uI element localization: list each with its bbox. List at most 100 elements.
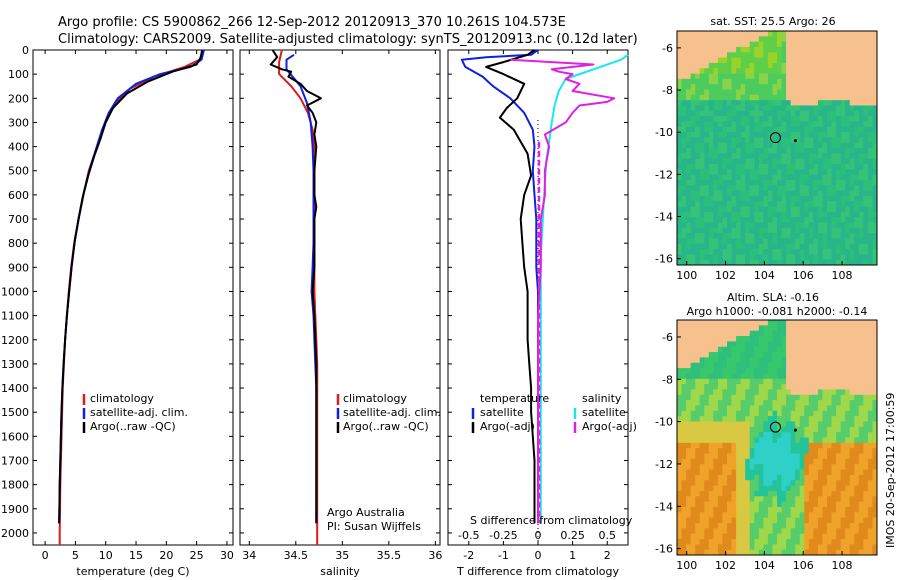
- map-cell: [754, 426, 760, 433]
- map-cell: [704, 100, 710, 106]
- map-cell: [863, 222, 869, 229]
- map-cell: [704, 432, 710, 438]
- map-cell: [727, 549, 732, 556]
- map-cell: [786, 68, 792, 74]
- map-cell: [708, 330, 714, 337]
- map-cell: [817, 416, 823, 422]
- map-cell: [740, 368, 746, 374]
- map-cell: [772, 195, 778, 202]
- map-cell: [822, 195, 828, 202]
- map-cell: [817, 410, 823, 417]
- map-cell: [699, 249, 705, 255]
- map-cell: [795, 211, 801, 218]
- map-cell: [858, 185, 864, 191]
- map-cell: [863, 448, 869, 454]
- map-cell: [772, 474, 778, 481]
- map-cell: [872, 512, 878, 519]
- map-cell: [804, 217, 810, 223]
- map-cell: [681, 126, 687, 133]
- map-cell: [854, 538, 860, 545]
- map-cell: [767, 522, 773, 529]
- map-cell: [777, 201, 782, 207]
- map-cell: [817, 320, 823, 326]
- map-cell: [754, 41, 760, 48]
- map-cell: [867, 320, 873, 326]
- map-cell: [754, 501, 760, 508]
- map-cell: [867, 174, 873, 181]
- map-cell: [699, 346, 705, 353]
- map-cell: [713, 163, 719, 170]
- map-cell: [845, 490, 851, 497]
- map-cell: [858, 522, 864, 529]
- map-cell: [754, 373, 760, 380]
- map-cell: [772, 84, 778, 90]
- map-cell: [717, 533, 723, 540]
- map-cell: [867, 158, 873, 165]
- salinity-xtick-label: 35: [335, 549, 349, 562]
- map-cell: [749, 217, 755, 223]
- map-cell: [840, 153, 846, 160]
- map-cell: [681, 148, 687, 154]
- map-cell: [813, 169, 819, 175]
- map-cell: [872, 62, 878, 69]
- map-cell: [690, 538, 696, 545]
- map-cell: [708, 373, 714, 380]
- map-cell: [695, 36, 701, 43]
- map-cell: [681, 373, 687, 380]
- map-cell: [736, 259, 742, 266]
- map-cell: [822, 105, 828, 112]
- map-cell: [681, 137, 687, 144]
- map-cell: [736, 84, 742, 90]
- map-cell: [695, 496, 701, 502]
- map-cell: [717, 238, 723, 245]
- map-cell: [677, 259, 682, 266]
- map-cell: [872, 384, 878, 390]
- map-cell: [827, 163, 832, 170]
- depth-tick-label: 700: [8, 213, 29, 226]
- map-cell: [854, 206, 860, 213]
- map-cell: [777, 346, 782, 353]
- map-cell: [713, 336, 719, 342]
- map-cell: [745, 185, 751, 191]
- map-cell: [827, 485, 832, 492]
- map-cell: [813, 36, 819, 43]
- map-cell: [736, 325, 742, 332]
- map-cell: [804, 238, 810, 245]
- map-cell: [863, 31, 869, 37]
- map-cell: [836, 501, 842, 508]
- map-cell: [695, 190, 701, 197]
- map-cell: [749, 153, 755, 160]
- map-cell: [681, 153, 687, 160]
- annotation-argo-australia: Argo Australia: [327, 506, 405, 519]
- map-cell: [867, 522, 873, 529]
- map-cell: [777, 233, 782, 239]
- map-cell: [681, 46, 687, 53]
- map-cell: [727, 421, 732, 428]
- map-cell: [831, 116, 837, 122]
- map-cell: [813, 89, 819, 96]
- map-cell: [704, 62, 710, 69]
- map-cell: [872, 320, 878, 326]
- map-cell: [777, 496, 782, 502]
- map-cell: [677, 533, 682, 540]
- map-cell: [704, 84, 710, 90]
- map-cell: [758, 57, 764, 64]
- map-cell: [677, 362, 682, 369]
- map-frame: [676, 30, 878, 266]
- map-cell: [845, 153, 851, 160]
- map-cell: [717, 158, 723, 165]
- map-cell: [695, 46, 701, 53]
- map-cell: [845, 410, 851, 417]
- map-cell: [804, 41, 810, 48]
- map-cell: [772, 174, 778, 181]
- map-xtick-label: 104: [754, 559, 775, 572]
- map-cell: [808, 330, 814, 337]
- map-cell: [854, 368, 860, 374]
- map-cell: [795, 46, 801, 53]
- map-cell: [677, 373, 682, 380]
- map-cell: [727, 469, 732, 476]
- map-cell: [777, 373, 782, 380]
- map-cell: [699, 341, 705, 348]
- map-cell: [795, 464, 801, 470]
- map-cell: [786, 410, 792, 417]
